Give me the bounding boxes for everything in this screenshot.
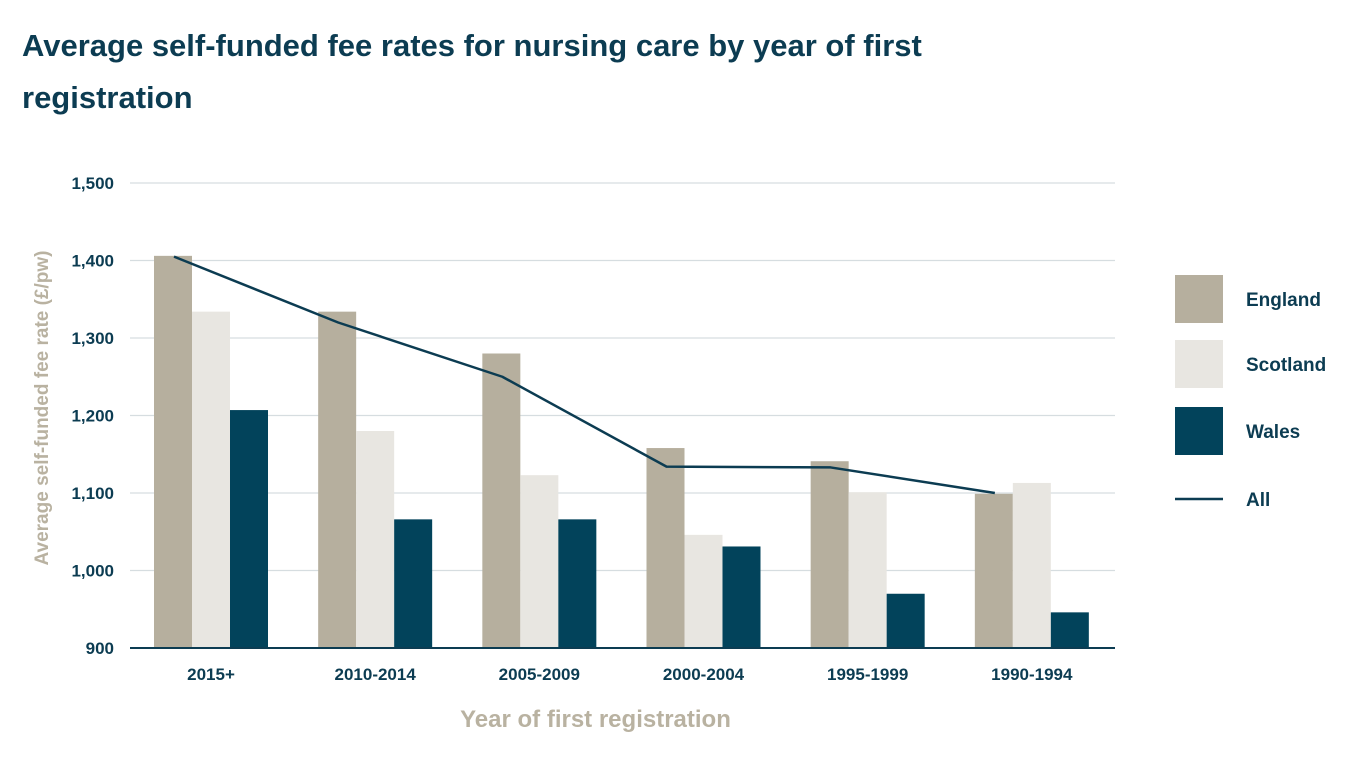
line-all — [173, 255, 996, 495]
chart-title: Average self-funded fee rates for nursin… — [22, 28, 922, 115]
bar-england-2000-2004 — [646, 448, 685, 648]
x-tick-label: 2010-2014 — [335, 665, 417, 684]
x-tick-label: 2015+ — [187, 665, 235, 684]
bar-england-1990-1994 — [974, 493, 1013, 648]
bars — [154, 255, 1089, 648]
x-axis-title: Year of first registration — [460, 706, 731, 733]
bar-wales-2005-2009 — [558, 519, 597, 648]
bar-wales-1995-1999 — [886, 593, 925, 648]
bar-england-2015 — [154, 255, 192, 648]
bar-scotland-2010-2014 — [356, 431, 395, 648]
bar-scotland-2015 — [192, 311, 230, 648]
x-tick-labels: 2015+ 2010-2014 2005-2009 2000-2004 1995-199… — [187, 665, 1073, 684]
y-tick-label: 1,200 — [71, 407, 114, 426]
bar-wales-2015 — [230, 410, 268, 648]
x-tick-label: 1990-1994 — [991, 665, 1073, 684]
legend-swatch-wales — [1175, 407, 1223, 455]
y-tick-label: 1,500 — [71, 174, 114, 193]
y-tick-label: 1,400 — [71, 252, 114, 271]
y-tick-label: 1,100 — [71, 484, 114, 503]
bar-wales-1990-1994 — [1050, 612, 1089, 648]
y-tick-labels: 900 1,000 1,100 1,200 1,300 1,400 1,500 — [71, 174, 114, 658]
legend-swatch-england — [1175, 275, 1223, 323]
legend-label-scotland: Scotland — [1246, 355, 1326, 376]
bar-england-2005-2009 — [482, 353, 521, 648]
y-tick-label: 900 — [86, 639, 114, 658]
y-tick-label: 1,000 — [71, 562, 114, 581]
y-tick-label: 1,300 — [71, 329, 114, 348]
legend-label-wales: Wales — [1246, 422, 1300, 443]
bar-wales-2000-2004 — [722, 546, 761, 648]
x-tick-label: 1995-1999 — [827, 665, 908, 684]
y-axis-title: Average self-funded fee rate (£/pw) — [32, 251, 53, 566]
bar-scotland-2000-2004 — [684, 534, 723, 648]
bar-scotland-1990-1994 — [1012, 482, 1051, 648]
legend: England Scotland Wales All — [1175, 275, 1326, 511]
bar-england-1995-1999 — [810, 461, 849, 648]
all-line — [173, 255, 996, 495]
grid-lines — [130, 182, 1115, 572]
x-tick-label: 2000-2004 — [663, 665, 745, 684]
bar-england-2010-2014 — [318, 311, 357, 648]
bar-scotland-2005-2009 — [520, 475, 559, 648]
legend-label-all: All — [1246, 490, 1270, 511]
legend-swatch-scotland — [1175, 340, 1223, 388]
bar-scotland-1995-1999 — [848, 492, 887, 648]
x-tick-label: 2005-2009 — [499, 665, 580, 684]
bar-wales-2010-2014 — [394, 519, 433, 648]
legend-label-england: England — [1246, 290, 1321, 311]
